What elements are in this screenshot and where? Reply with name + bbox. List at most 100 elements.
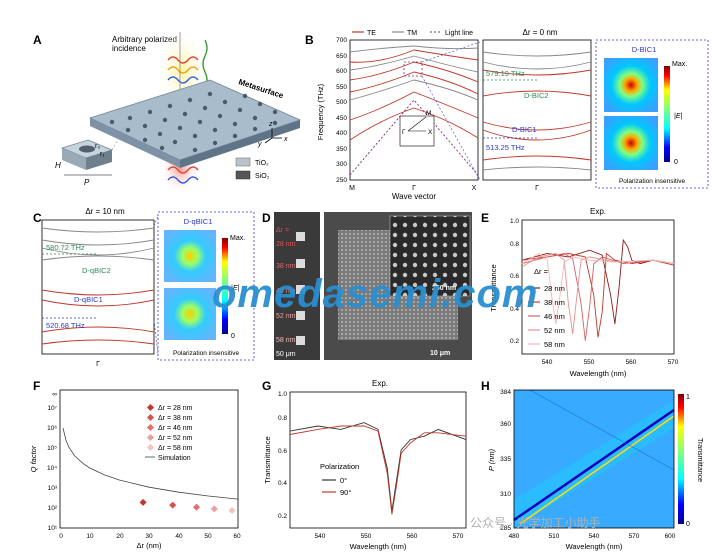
panel-h: H 285 310 335 360 384 480 510 540 570 60… xyxy=(481,379,703,551)
q-point-1 xyxy=(169,501,177,509)
svg-text:50: 50 xyxy=(204,533,212,540)
r0-label: r₀ xyxy=(95,143,100,150)
metasurface-holes xyxy=(109,91,278,153)
svg-text:570: 570 xyxy=(453,533,464,540)
panel-e: E Exp. 0.2 0.4 0.6 0.8 1.0 540 550 560 5… xyxy=(481,207,679,378)
d-sem-inset xyxy=(389,215,471,297)
band-plot-yticks: 250 300 350 400 450 500 550 600 650 700 xyxy=(336,37,347,184)
svg-text:540: 540 xyxy=(542,359,553,366)
svg-text:Δr = 58 nm: Δr = 58 nm xyxy=(158,445,193,452)
svg-text:10⁶: 10⁶ xyxy=(47,425,57,432)
q-point-2 xyxy=(192,503,201,511)
svg-text:550: 550 xyxy=(584,359,595,366)
h-colorbar xyxy=(678,394,684,524)
svg-text:350: 350 xyxy=(336,146,347,153)
incident-wave-blue xyxy=(167,76,199,84)
bz-m-label: M xyxy=(426,110,431,117)
metasurface-side-right xyxy=(180,120,300,168)
bz-x-label: X xyxy=(428,129,433,136)
svg-text:Δr = 52 nm: Δr = 52 nm xyxy=(158,435,193,442)
h-cbar-max: 1 xyxy=(686,394,690,401)
svg-text:10¹: 10¹ xyxy=(48,525,58,532)
d-dr-header: Δr = xyxy=(276,227,289,234)
cbar-zero: 0 xyxy=(674,159,678,166)
svg-text:360: 360 xyxy=(500,421,511,428)
dqbic1-label: D-qBIC1 xyxy=(74,295,103,304)
h-xticks: 480 510 540 570 600 xyxy=(509,533,676,540)
f-xlabel: Δr (nm) xyxy=(136,541,162,550)
panel-h-letter: H xyxy=(481,379,490,393)
h-ylabel: P (nm) xyxy=(487,448,496,471)
g-ylabel: Transmittance xyxy=(263,436,272,483)
legend-light: Light line xyxy=(445,30,473,37)
c-cbar-zero: 0 xyxy=(231,333,235,340)
svg-text:450: 450 xyxy=(336,115,347,122)
field-map-1 xyxy=(604,58,658,112)
d-scale-left: 50 μm xyxy=(276,351,296,358)
svg-text:0.2: 0.2 xyxy=(278,513,287,520)
c-pol-insensitive: Polarization insensitive xyxy=(173,350,240,357)
svg-text:28 nm: 28 nm xyxy=(544,284,565,293)
panel-g: G Exp. 0.2 0.4 0.6 0.8 1.0 540 550 560 5… xyxy=(262,379,467,551)
green-wave xyxy=(202,39,208,89)
svg-text:0.4: 0.4 xyxy=(278,480,287,487)
q-point-0 xyxy=(139,498,147,506)
svg-text:0.4: 0.4 xyxy=(510,306,519,313)
panel-e-letter: E xyxy=(481,211,489,225)
e-plot-frame xyxy=(521,219,675,355)
svg-text:400: 400 xyxy=(336,130,347,137)
svg-text:540: 540 xyxy=(315,533,326,540)
g-title: Exp. xyxy=(372,379,388,388)
axis-y-label: y xyxy=(257,141,262,148)
c-freq-580: 580.72 THz xyxy=(46,243,85,252)
svg-text:Δr = 28 nm: Δr = 28 nm xyxy=(158,405,193,412)
svg-text:650: 650 xyxy=(336,53,347,60)
sio2-swatch xyxy=(235,170,251,180)
svg-text:550: 550 xyxy=(361,533,372,540)
svg-text:10⁵: 10⁵ xyxy=(47,445,57,452)
metasurface-side-left xyxy=(90,118,180,168)
field-title: D-BIC1 xyxy=(632,45,657,54)
field-map-2 xyxy=(604,116,658,170)
g-plot-frame xyxy=(289,391,467,529)
svg-text:700: 700 xyxy=(336,37,347,44)
svg-text:10⁴: 10⁴ xyxy=(47,465,57,472)
legend-te: TE xyxy=(367,30,376,37)
dbic2-label: D-BIC2 xyxy=(524,91,549,100)
f-yticks: 10¹ 10² 10³ 10⁴ 10⁵ 10⁶ 10⁷ ∞ xyxy=(47,391,58,532)
e-marks xyxy=(521,238,675,341)
svg-text:560: 560 xyxy=(626,359,637,366)
svg-text:0.8: 0.8 xyxy=(278,415,287,422)
field-box xyxy=(595,39,709,189)
c-xtick-gamma: Γ xyxy=(96,361,100,368)
panel-d: D Δr = 28 nm 38 nm 46 nm 52 nm 58 nm 50 … xyxy=(262,211,472,360)
svg-text:480: 480 xyxy=(509,533,520,540)
svg-text:250: 250 xyxy=(336,177,347,184)
svg-text:310: 310 xyxy=(500,491,511,498)
pol-insensitive: Polarization insensitive xyxy=(619,178,686,185)
unit-cell-side-left xyxy=(62,148,86,170)
h-heatmap-dip xyxy=(513,408,675,522)
svg-text:52 nm: 52 nm xyxy=(544,326,565,335)
panel-c-title: Δr = 10 nm xyxy=(85,207,125,216)
axis-z-label: z xyxy=(268,121,273,128)
d-overview-squares xyxy=(296,232,305,345)
tio2-swatch xyxy=(235,157,251,167)
svg-text:38 nm: 38 nm xyxy=(544,298,565,307)
e-title: Exp. xyxy=(590,207,606,216)
band-plot-ylabel: Frequency (THz) xyxy=(316,83,325,140)
panel-a-letter: A xyxy=(33,33,42,47)
g-xlabel: Wavelength (nm) xyxy=(350,542,407,551)
incidence-label-1: Arbitrary polarized xyxy=(112,35,177,44)
panel-a: A Arbitrary polarized incidence Metasurf… xyxy=(33,28,302,194)
f-plot-frame xyxy=(59,389,239,529)
svg-text:46 nm: 46 nm xyxy=(544,312,565,321)
tio2-legend: TiO₂ xyxy=(255,160,269,167)
c-field-colorbar xyxy=(222,238,228,334)
r1-label: r₁ xyxy=(100,151,105,158)
c-zoom-line-top xyxy=(153,215,159,227)
svg-text:540: 540 xyxy=(589,533,600,540)
q-point-3 xyxy=(210,505,218,513)
f-legend: Δr = 28 nm Δr = 38 nm Δr = 46 nm Δr = 52… xyxy=(145,403,193,462)
d-dr-38: 38 nm xyxy=(276,263,296,270)
